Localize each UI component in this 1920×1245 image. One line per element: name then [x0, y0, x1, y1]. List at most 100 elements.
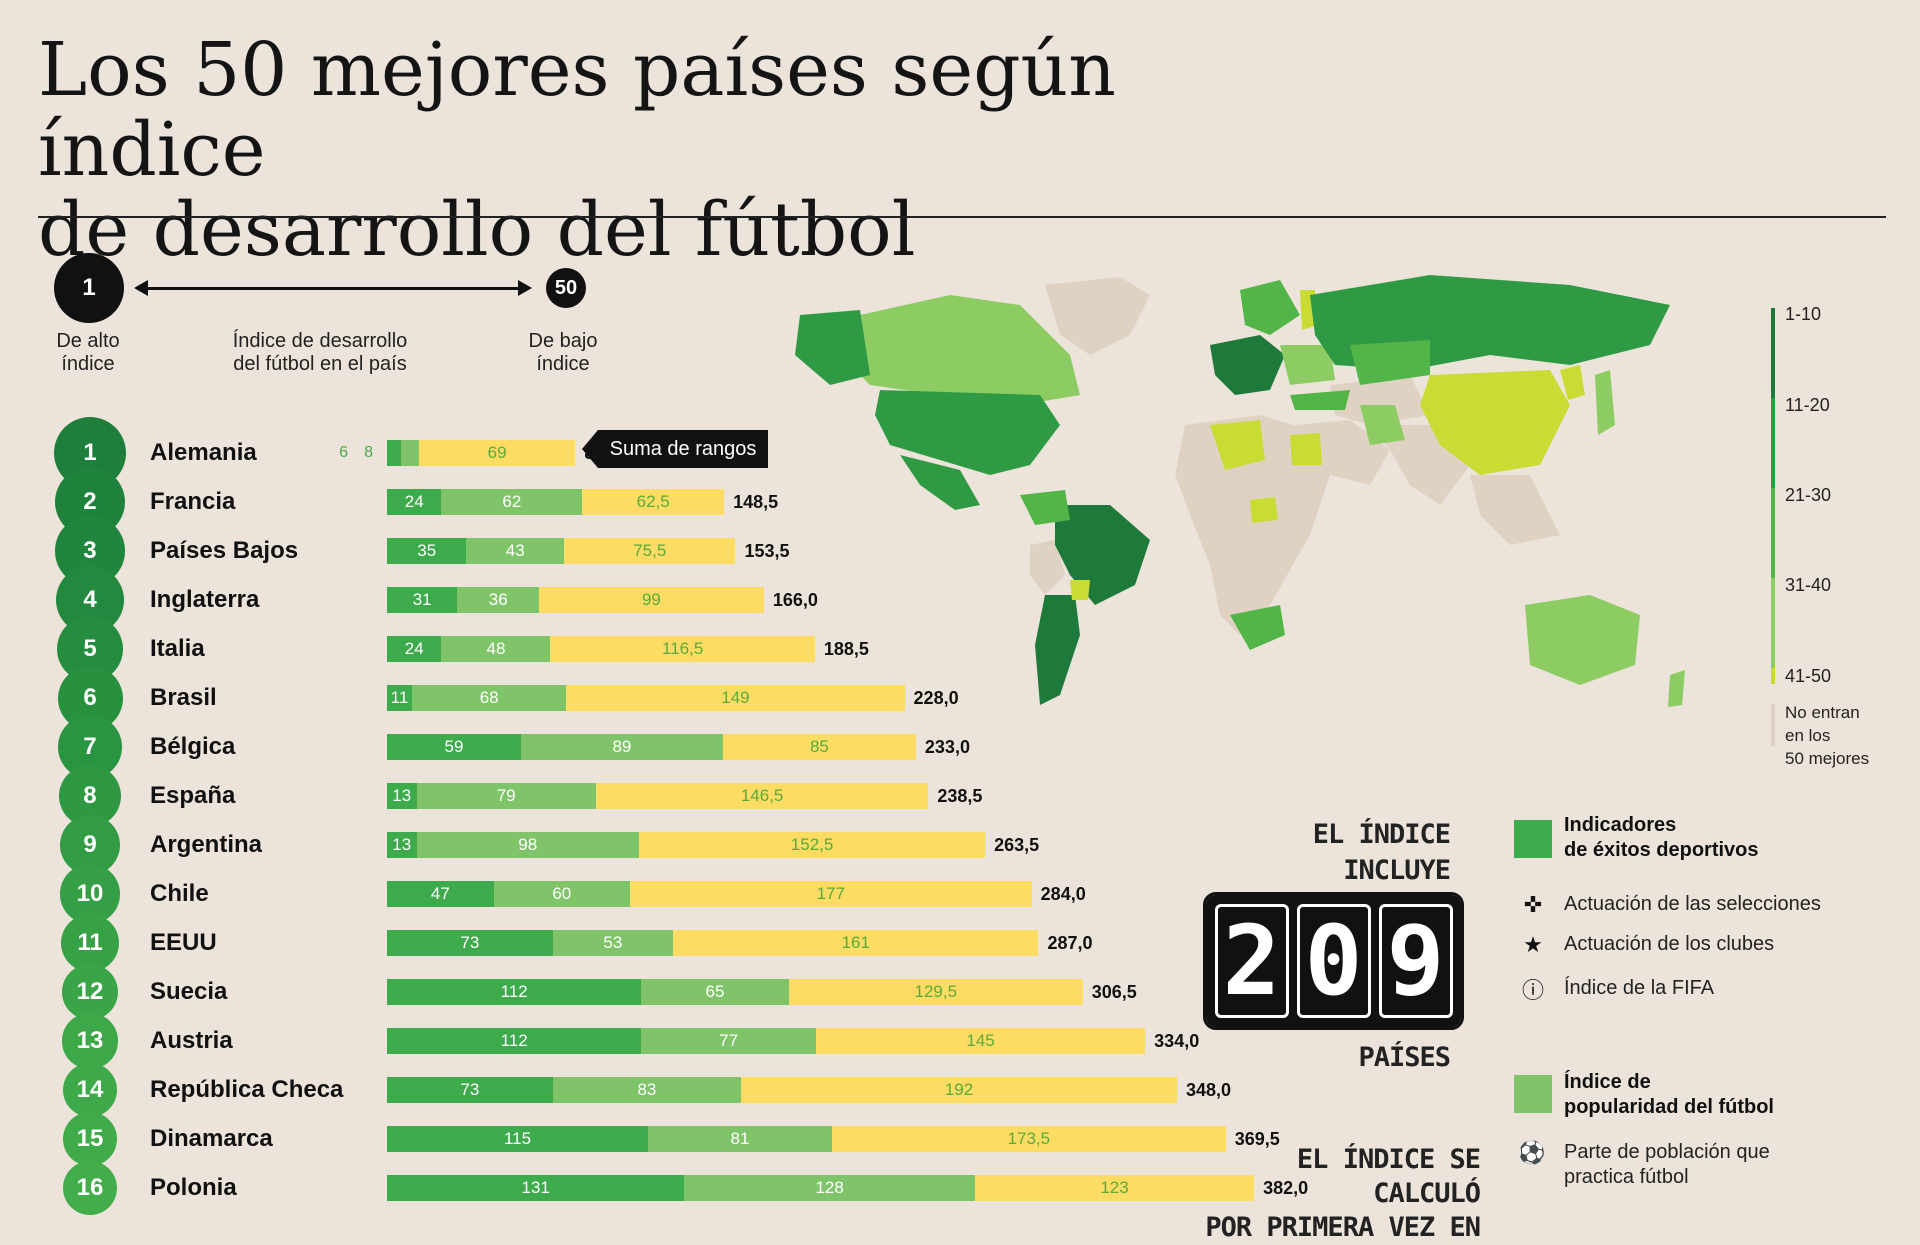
map-legend-none-2: en los	[1785, 726, 1831, 745]
high-index-label-1: De alto	[56, 330, 120, 352]
map-legend-none: No entran en los 50 mejores	[1785, 701, 1869, 770]
map-southeast-asia	[1470, 475, 1560, 545]
national-teams-legend: Actuación de las selecciones	[1564, 893, 1821, 915]
bar-segment: 83	[552, 1077, 742, 1103]
map-usa	[875, 390, 1060, 475]
country-name: Brasil	[150, 684, 217, 711]
country-name: Dinamarca	[150, 1125, 273, 1152]
bar-segment: 73	[387, 930, 553, 956]
bar-segment: 65	[641, 979, 789, 1005]
map-china	[1420, 370, 1570, 475]
rank-sum-total: 166,0	[772, 590, 818, 610]
rank-sum-total: 284,0	[1040, 884, 1086, 904]
high-index-label-2: índice	[61, 353, 115, 375]
rank-badge: 14	[63, 1063, 117, 1117]
index-includes-line-1: EL ÍNDICE	[1312, 819, 1451, 850]
popularity-legend: Índice de popularidad del fútbol	[1564, 1070, 1774, 1120]
country-name: Italia	[150, 635, 205, 662]
bar-segment: 13	[387, 832, 417, 858]
title-divider	[38, 216, 1886, 218]
fifa-info-icon: ⓘ	[1521, 978, 1544, 1003]
bar-segment: 35	[387, 538, 467, 564]
index-label-1: Índice de desarrollo	[232, 330, 408, 352]
players-share-line-1: Parte de población que	[1564, 1141, 1770, 1163]
bar-segment: 192	[741, 1077, 1177, 1103]
bar-segment: 68	[411, 685, 567, 711]
first-calculated-line-2: POR PRIMERA VEZ EN	[1205, 1212, 1481, 1243]
rank-sum-total: 148,5	[733, 492, 779, 512]
map-new-zealand	[1668, 670, 1685, 707]
rank-badge: 12	[61, 963, 119, 1021]
bar-segment: 85	[722, 734, 916, 760]
country-name: EEUU	[150, 929, 217, 956]
counter-digit-3: 9	[1378, 904, 1453, 1018]
rank-sum-total: 233,0	[924, 737, 970, 757]
bar-segment: 43	[466, 538, 565, 564]
map-turkey	[1290, 390, 1350, 410]
bar-segment: 75,5	[564, 538, 736, 564]
bar-segment: 48	[441, 636, 551, 662]
bar-segment: 53	[552, 930, 673, 956]
countries-label: PAÍSES	[1358, 1042, 1451, 1073]
map-algeria	[1210, 420, 1265, 470]
map-paraguay	[1070, 580, 1090, 600]
bar-segment: 152,5	[638, 832, 986, 858]
map-africa	[1175, 415, 1330, 635]
rank-sum-total: 228,0	[913, 688, 959, 708]
ball-icon: ⚽	[1518, 1140, 1546, 1165]
country-name: Chile	[150, 880, 209, 907]
map-south-africa	[1230, 605, 1285, 650]
sport-success-line-2: de éxitos deportivos	[1564, 839, 1759, 861]
country-name: Francia	[150, 488, 236, 515]
bar-segment: 69	[418, 440, 576, 466]
low-index-label-2: índice	[536, 353, 590, 375]
segment-outer-label: 8	[364, 444, 373, 461]
low-index-number: 50	[554, 276, 578, 299]
bar-segment: 79	[416, 783, 596, 809]
map-central-asia	[1330, 375, 1430, 425]
bar-segment: 99	[539, 587, 764, 613]
bar-segment: 116,5	[550, 636, 815, 662]
country-name: Suecia	[150, 978, 228, 1005]
map-alaska	[795, 310, 870, 385]
bar-segment: 24	[387, 489, 442, 515]
high-index-label: De alto índice	[38, 330, 138, 376]
map-legend-none-1: No entran	[1785, 703, 1860, 722]
map-legend-bar-none	[1771, 704, 1775, 746]
bar-segment: 73	[387, 1077, 553, 1103]
bar-segment: 112	[387, 1028, 642, 1054]
map-greenland	[1045, 277, 1150, 355]
bar-segment: 59	[387, 734, 521, 760]
high-index-marker: 1	[54, 253, 124, 323]
title-line-1: Los 50 mejores países según índice	[38, 27, 1116, 193]
rank-sum-total: 188,5	[823, 639, 869, 659]
map-australia	[1525, 595, 1640, 685]
country-name: Inglaterra	[150, 586, 260, 613]
bar-segment: 11	[387, 685, 412, 711]
fifa-legend: Índice de la FIFA	[1564, 977, 1715, 999]
rank-sum-total: 306,5	[1091, 982, 1137, 1002]
country-name: República Checa	[150, 1076, 344, 1103]
bar-segment: 98	[416, 832, 639, 858]
rank-sum-total: 153,5	[744, 541, 790, 561]
bar-segment: 161	[673, 930, 1039, 956]
bar-segment: 128	[684, 1175, 975, 1201]
map-legend-bar-3	[1771, 488, 1775, 578]
bar-segment: 146,5	[595, 783, 929, 809]
bar-segment: 47	[387, 881, 494, 907]
bar-segment: 62	[441, 489, 583, 515]
bar-segment: 177	[629, 881, 1032, 907]
map-argentina	[1035, 595, 1080, 705]
map-egypt	[1290, 433, 1322, 465]
map-peru-area	[1030, 540, 1065, 595]
bar-segment: 77	[641, 1028, 817, 1054]
country-name: Países Bajos	[150, 537, 299, 564]
rank-sum-total: 334,0	[1154, 1031, 1200, 1051]
bar-segment: 112	[387, 979, 642, 1005]
bar-segment: 13	[387, 783, 417, 809]
bar-segment: 129,5	[788, 979, 1083, 1005]
rank-sum-total: 238,5	[937, 786, 983, 806]
first-calculated-text: EL ÍNDICE SE CALCULÓ POR PRIMERA VEZ EN	[1190, 1143, 1481, 1245]
bar-segment: 24	[387, 636, 442, 662]
rank-sum-total: 287,0	[1047, 933, 1093, 953]
